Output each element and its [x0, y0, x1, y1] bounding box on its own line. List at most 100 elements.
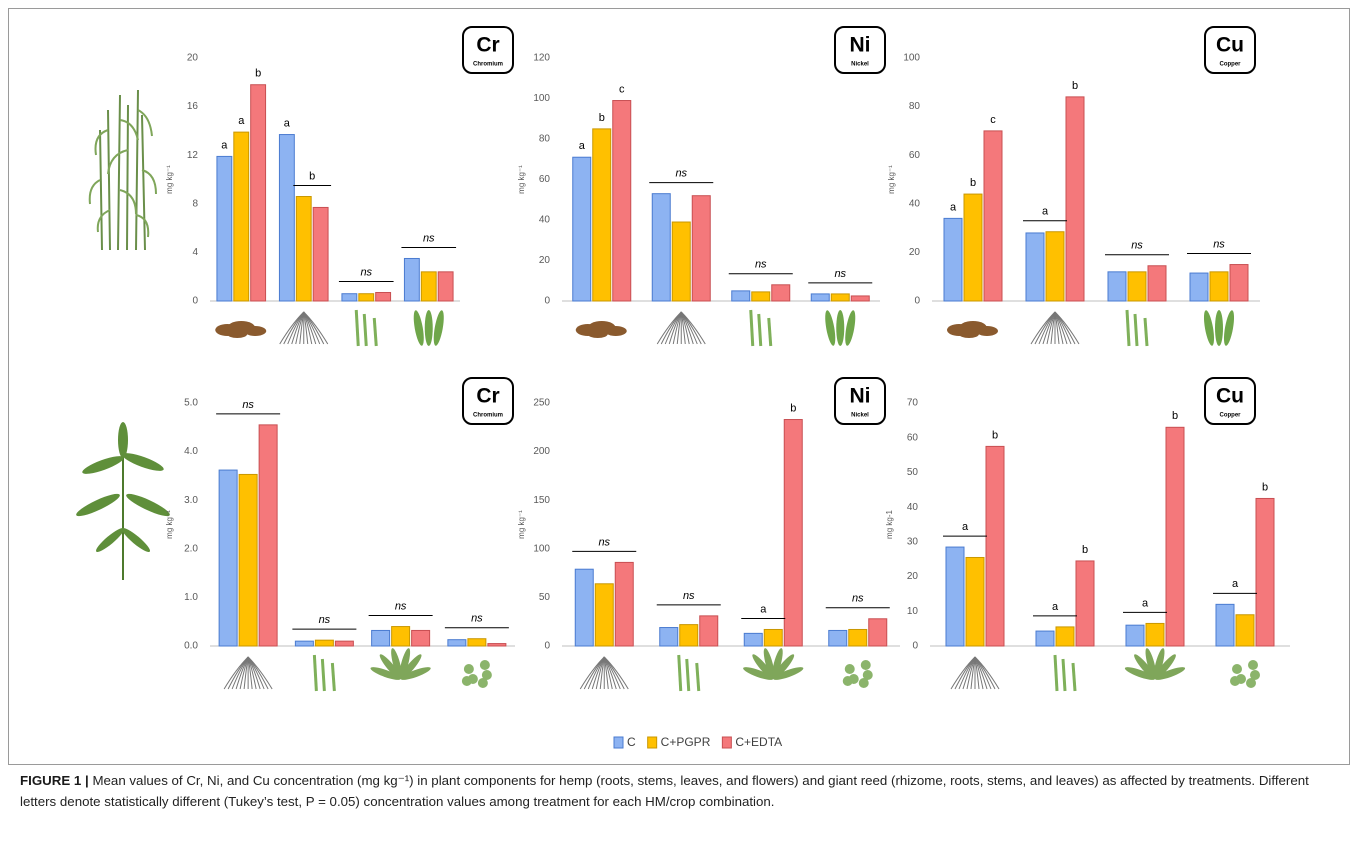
bar — [672, 222, 690, 301]
icon-part — [364, 314, 366, 346]
bar — [259, 425, 277, 646]
bar — [700, 616, 718, 646]
stems-icon — [679, 655, 699, 691]
bar — [1216, 604, 1234, 646]
icon-part — [1063, 659, 1065, 691]
y-tick-label: 120 — [533, 53, 550, 64]
icon-part — [859, 678, 869, 688]
significance-letter: a — [238, 115, 245, 127]
icon-part — [759, 314, 761, 346]
bar — [784, 420, 802, 646]
icon-part — [1127, 310, 1129, 346]
bar — [1256, 498, 1274, 646]
bar — [849, 629, 867, 646]
y-tick-label: 100 — [533, 543, 550, 554]
significance-letter: ns — [242, 399, 254, 411]
significance-letter: a — [760, 603, 767, 615]
hemp-leaf-icon — [369, 647, 432, 682]
bar — [251, 85, 266, 301]
icon-part — [412, 310, 426, 347]
legend-label: C+PGPR — [661, 735, 711, 749]
hemp-leaf-icon — [742, 647, 805, 682]
caption-label: FIGURE 1 | — [20, 773, 89, 788]
bar — [615, 562, 633, 646]
bar — [438, 272, 453, 301]
bar — [468, 639, 486, 646]
hemp-illustration — [74, 422, 172, 580]
icon-part — [432, 310, 446, 347]
bar — [1236, 615, 1254, 646]
y-tick-label: 50 — [907, 467, 919, 478]
leaves-icon — [1202, 310, 1236, 347]
bar — [342, 294, 357, 301]
significance-letter: a — [579, 140, 586, 152]
icon-part — [1215, 310, 1223, 346]
icon-part — [843, 310, 857, 347]
significance-letter: b — [992, 429, 998, 441]
bar — [680, 625, 698, 646]
significance-letter: a — [1042, 206, 1049, 218]
bar — [831, 294, 849, 301]
icon-part — [1135, 314, 1137, 346]
caption-text: Mean values of Cr, Ni, and Cu concentrat… — [20, 773, 1309, 809]
y-tick-label: 150 — [533, 495, 550, 506]
icon-part — [588, 330, 608, 338]
y-tick-label: 3.0 — [184, 495, 198, 506]
bar — [811, 294, 829, 301]
legend-swatch — [614, 737, 623, 748]
bar — [217, 156, 232, 301]
bar — [1148, 266, 1166, 301]
significance-letter: ns — [852, 593, 864, 605]
bar — [1190, 273, 1208, 301]
y-tick-label: 2.0 — [184, 543, 198, 554]
significance-letter: a — [950, 201, 957, 213]
icon-part — [843, 676, 853, 686]
y-tick-label: 4.0 — [184, 446, 198, 457]
rhizome-icon — [576, 321, 627, 338]
bar — [593, 129, 611, 301]
icon-part — [1222, 310, 1236, 347]
bar — [239, 474, 257, 646]
bar — [392, 627, 410, 646]
icon-part — [836, 310, 844, 346]
y-tick-label: 100 — [903, 53, 920, 64]
bar — [1230, 265, 1248, 301]
icon-part — [959, 330, 979, 338]
leaves-icon — [412, 310, 446, 347]
bar — [944, 218, 962, 301]
y-tick-label: 80 — [539, 134, 551, 145]
bar — [1056, 627, 1074, 646]
badge-name: Chromium — [473, 413, 503, 419]
bar — [772, 285, 790, 301]
bar — [404, 258, 419, 301]
y-tick-label: 0.0 — [184, 641, 198, 652]
icon-part — [1232, 664, 1242, 674]
y-tick-label: 60 — [539, 174, 551, 185]
y-axis-label: mg kg⁻¹ — [165, 510, 174, 539]
bar — [1128, 272, 1146, 301]
y-tick-label: 70 — [907, 398, 919, 409]
significance-letter: a — [1232, 578, 1239, 590]
roots-icon — [580, 657, 628, 689]
y-tick-label: 20 — [539, 255, 551, 266]
bar — [219, 470, 237, 646]
significance-letter: ns — [834, 268, 846, 280]
significance-letter: b — [1262, 481, 1268, 493]
y-tick-label: 12 — [187, 150, 199, 161]
flowers-icon — [462, 660, 492, 688]
icon-part — [478, 678, 488, 688]
icon-part — [480, 660, 490, 670]
bar — [359, 294, 374, 301]
significance-letter: ns — [471, 613, 483, 625]
bar — [829, 630, 847, 646]
y-tick-label: 250 — [533, 398, 550, 409]
icon-part — [227, 330, 247, 338]
bar — [732, 291, 750, 301]
rhizome-icon — [215, 321, 266, 338]
icon-part — [845, 664, 855, 674]
y-tick-label: 0 — [912, 641, 918, 652]
y-tick-label: 16 — [187, 101, 199, 112]
legend-swatch — [722, 737, 731, 748]
y-tick-label: 80 — [909, 101, 921, 112]
y-tick-label: 8 — [192, 198, 198, 209]
